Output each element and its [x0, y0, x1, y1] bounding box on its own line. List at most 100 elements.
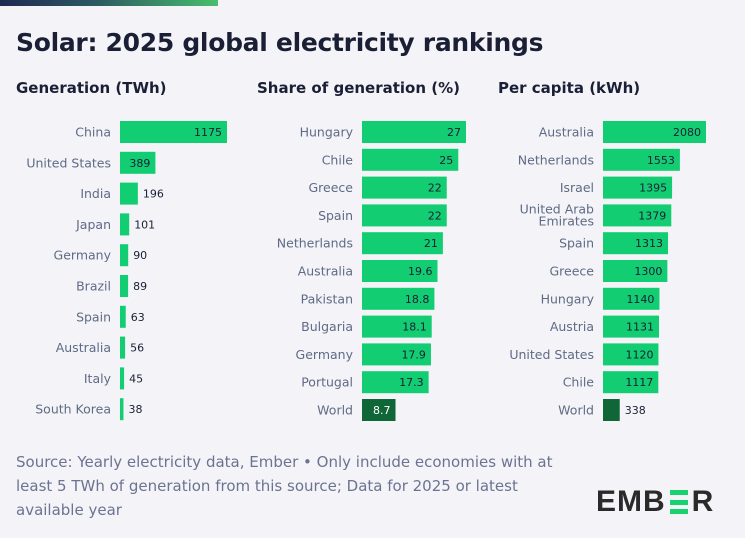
bar-per-capita-chile	[603, 371, 659, 394]
panel-title-generation: Generation (TWh)	[16, 79, 167, 97]
bar-share-chile	[362, 148, 459, 171]
bar-generation-australia	[120, 336, 126, 359]
category-label-share-greece: Greece	[309, 180, 354, 195]
category-label-per-capita-netherlands: Netherlands	[518, 152, 594, 167]
bar-share-australia	[362, 260, 438, 282]
panel-per-capita: Australia 2080 Netherlands 1553 Israel 1395 Un…	[509, 121, 706, 421]
bar-share-bulgaria	[362, 315, 432, 338]
logo-text-start: EMB	[596, 485, 666, 518]
value-label-per-capita-austria: 1131	[626, 321, 654, 334]
value-label-generation-south-korea: 38	[128, 403, 142, 416]
value-label-share-germany: 17.9	[401, 348, 426, 361]
value-label-share-greece: 22	[428, 182, 442, 195]
value-label-per-capita-greece: 1300	[634, 265, 662, 278]
value-label-per-capita-united-arab-emirates: 1379	[638, 209, 666, 222]
panel-title-share: Share of generation (%)	[257, 79, 460, 97]
category-label-generation-italy: Italy	[84, 371, 112, 386]
category-label-share-bulgaria: Bulgaria	[301, 319, 353, 334]
category-label-share-pakistan: Pakistan	[301, 291, 353, 306]
value-label-generation-china: 1175	[194, 126, 222, 139]
chart-title: Solar: 2025 global electricity rankings	[16, 28, 544, 57]
category-label-generation-china: China	[75, 125, 111, 140]
value-label-share-spain: 22	[428, 209, 442, 222]
panel-share: Hungary 27 Chile 25 Greece 22 Spain 22 Netherlan…	[277, 121, 466, 421]
category-label-share-hungary: Hungary	[300, 125, 354, 140]
value-label-generation-united-states: 389	[129, 157, 150, 170]
value-label-share-chile: 25	[439, 154, 453, 167]
value-label-per-capita-world: 338	[625, 404, 646, 417]
bar-share-spain	[362, 204, 447, 227]
panel-generation: China 1175 United States 389 India 196 Japan 10…	[26, 121, 227, 421]
category-label-generation-australia: Australia	[56, 340, 111, 355]
bar-share-portugal	[362, 371, 429, 394]
bar-per-capita-austria	[603, 315, 660, 338]
bar-per-capita-united-states	[603, 343, 659, 366]
bar-generation-china	[120, 121, 227, 143]
value-label-share-bulgaria: 18.1	[402, 321, 427, 334]
bar-generation-south-korea	[120, 398, 124, 421]
category-label-generation-united-states: United States	[26, 155, 111, 170]
ember-logo: EMB R	[596, 485, 714, 519]
value-label-generation-italy: 45	[129, 372, 143, 385]
bar-generation-italy	[120, 367, 125, 390]
category-label-generation-brazil: Brazil	[76, 279, 111, 294]
value-label-share-hungary: 27	[447, 126, 461, 139]
category-label-per-capita-united-states: United States	[509, 347, 594, 362]
bar-share-netherlands	[362, 232, 443, 255]
bar-generation-japan	[120, 213, 130, 236]
bar-per-capita-australia	[603, 121, 706, 143]
value-label-generation-india: 196	[143, 188, 164, 201]
value-label-generation-brazil: 89	[133, 280, 147, 293]
value-label-share-pakistan: 18.8	[405, 293, 430, 306]
category-label-per-capita-united-arab-emirates: United Arab Emirates	[520, 201, 594, 228]
value-label-share-world: 8.7	[373, 404, 391, 417]
value-label-per-capita-netherlands: 1553	[647, 154, 675, 167]
category-label-generation-germany: Germany	[54, 248, 112, 263]
category-label-share-australia: Australia	[298, 264, 353, 279]
category-label-generation-india: India	[80, 186, 111, 201]
category-label-share-netherlands: Netherlands	[277, 236, 353, 251]
value-label-per-capita-spain: 1313	[635, 237, 663, 250]
value-label-per-capita-australia: 2080	[673, 126, 701, 139]
category-label-per-capita-hungary: Hungary	[541, 291, 595, 306]
value-label-generation-germany: 90	[133, 249, 147, 262]
category-label-share-world: World	[317, 403, 353, 418]
bar-per-capita-greece	[603, 260, 668, 282]
bar-generation-spain	[120, 305, 126, 328]
source-note: Source: Yearly electricity data, Ember •…	[16, 453, 553, 519]
bar-per-capita-spain	[603, 232, 669, 255]
value-label-generation-japan: 101	[134, 218, 155, 231]
bar-per-capita-israel	[603, 176, 673, 199]
category-label-per-capita-greece: Greece	[550, 264, 595, 279]
bar-generation-germany	[120, 244, 129, 267]
bar-share-pakistan	[362, 287, 435, 310]
logo-text-end: R	[691, 485, 715, 518]
bar-generation-brazil	[120, 275, 129, 297]
top-gradient-bar	[0, 0, 218, 6]
category-label-share-spain: Spain	[318, 208, 353, 223]
value-label-generation-australia: 56	[130, 342, 144, 355]
bar-per-capita-united-arab-emirates	[603, 204, 672, 227]
category-label-per-capita-austria: Austria	[550, 319, 594, 334]
bar-share-germany	[362, 343, 431, 366]
value-label-generation-spain: 63	[131, 311, 145, 324]
category-label-share-germany: Germany	[296, 347, 354, 362]
category-label-per-capita-israel: Israel	[560, 180, 594, 195]
category-label-generation-south-korea: South Korea	[35, 402, 111, 417]
value-label-per-capita-israel: 1395	[639, 182, 667, 195]
bar-share-greece	[362, 176, 447, 199]
value-label-share-portugal: 17.3	[399, 376, 424, 389]
value-label-per-capita-united-states: 1120	[625, 348, 653, 361]
bar-per-capita-hungary	[603, 287, 660, 310]
value-label-per-capita-chile: 1117	[625, 376, 653, 389]
bar-per-capita-world	[603, 399, 620, 421]
category-label-share-portugal: Portugal	[301, 375, 353, 390]
value-label-share-netherlands: 21	[424, 237, 438, 250]
value-label-share-australia: 19.6	[408, 265, 433, 278]
value-label-per-capita-hungary: 1140	[626, 293, 654, 306]
category-label-share-chile: Chile	[322, 152, 354, 167]
bar-share-hungary	[362, 121, 466, 143]
ember-e-bars-icon	[669, 490, 688, 514]
bar-per-capita-netherlands	[603, 148, 680, 171]
category-label-per-capita-spain: Spain	[559, 236, 594, 251]
